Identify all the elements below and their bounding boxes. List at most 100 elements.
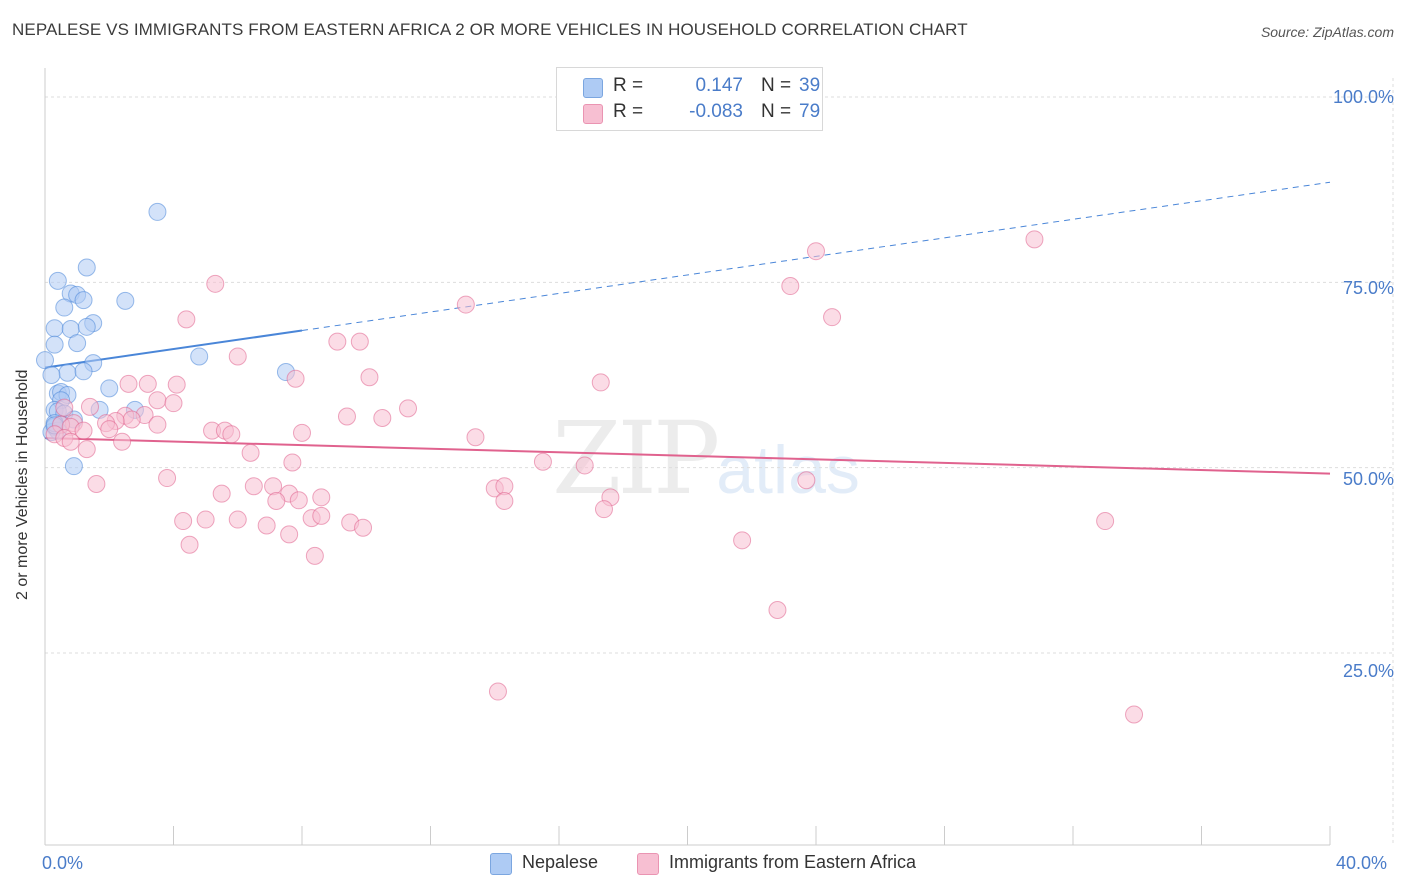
gridlines	[45, 78, 1394, 845]
point-eastern-africa	[267, 492, 286, 511]
point-eastern-africa	[733, 531, 752, 550]
legend-label-eastern-africa: Immigrants from Eastern Africa	[669, 852, 917, 872]
point-nepalese	[77, 258, 96, 277]
point-eastern-africa	[781, 277, 800, 296]
axes	[44, 68, 1331, 846]
point-eastern-africa	[206, 274, 225, 293]
point-eastern-africa	[74, 421, 93, 440]
point-eastern-africa	[305, 546, 324, 565]
point-eastern-africa	[138, 374, 157, 393]
y-tick-label-50: 50.0%	[1342, 469, 1394, 489]
point-eastern-africa	[196, 510, 215, 529]
point-eastern-africa	[122, 410, 141, 429]
point-nepalese	[58, 363, 77, 382]
point-eastern-africa	[180, 535, 199, 554]
watermark-atlas: atlas	[716, 432, 860, 508]
point-eastern-africa	[1025, 230, 1044, 249]
point-eastern-africa	[212, 484, 231, 503]
n-value: 79	[799, 101, 821, 122]
point-eastern-africa	[575, 456, 594, 475]
point-eastern-africa	[174, 512, 193, 531]
legend-swatch-nepalese	[490, 853, 512, 875]
chart-title: NEPALESE VS IMMIGRANTS FROM EASTERN AFRI…	[12, 20, 968, 39]
source-label: Source: ZipAtlas.com	[1260, 24, 1394, 40]
point-eastern-africa	[77, 440, 96, 459]
n-label: N =	[761, 101, 792, 122]
point-eastern-africa	[312, 506, 331, 525]
y-axis-label: 2 or more Vehicles in Household	[14, 369, 31, 600]
point-eastern-africa	[289, 491, 308, 510]
point-eastern-africa	[113, 432, 132, 451]
point-eastern-africa	[167, 375, 186, 394]
point-eastern-africa	[55, 398, 74, 417]
y-tick-label-100: 100.0%	[1332, 87, 1394, 107]
point-eastern-africa	[807, 242, 825, 261]
point-nepalese	[55, 298, 74, 317]
point-nepalese	[74, 291, 93, 310]
point-eastern-africa	[257, 516, 276, 535]
point-eastern-africa	[158, 469, 177, 488]
point-eastern-africa	[533, 452, 552, 471]
point-nepalese	[48, 271, 67, 290]
point-eastern-africa	[797, 471, 816, 490]
point-eastern-africa	[222, 425, 241, 444]
point-nepalese	[68, 334, 87, 353]
legend-swatch-eastern-africa	[583, 104, 603, 124]
point-eastern-africa	[164, 394, 183, 413]
point-nepalese	[64, 457, 83, 476]
point-nepalese	[45, 319, 64, 338]
point-nepalese	[36, 351, 54, 370]
point-eastern-africa	[177, 310, 196, 329]
point-eastern-africa	[264, 477, 283, 496]
point-eastern-africa	[337, 407, 356, 426]
y-tick-label-25: 25.0%	[1342, 661, 1394, 681]
point-eastern-africa	[241, 443, 260, 462]
point-eastern-africa	[1096, 512, 1115, 531]
point-eastern-africa	[228, 347, 247, 366]
point-eastern-africa	[488, 682, 507, 701]
r-value: 0.147	[695, 75, 743, 96]
point-eastern-africa	[228, 510, 247, 529]
point-eastern-africa	[100, 420, 119, 439]
r-value: -0.083	[689, 101, 743, 122]
point-nepalese	[148, 202, 167, 221]
n-value: 39	[799, 75, 821, 96]
legend-swatch-nepalese	[583, 78, 603, 98]
r-label: R =	[613, 101, 644, 122]
point-nepalese	[190, 347, 209, 366]
point-eastern-africa	[456, 295, 475, 314]
legend-label-nepalese: Nepalese	[522, 852, 599, 872]
n-label: N =	[761, 75, 792, 96]
point-eastern-africa	[61, 432, 80, 451]
correlation-legend: R = 0.147 N = 39 R = -0.083 N = 79	[556, 67, 823, 131]
r-label: R =	[613, 75, 644, 96]
point-eastern-africa	[1125, 705, 1144, 724]
legend-swatch-eastern-africa	[637, 853, 659, 875]
point-eastern-africa	[373, 408, 392, 427]
point-eastern-africa	[286, 369, 305, 388]
point-eastern-africa	[350, 332, 369, 351]
point-eastern-africa	[399, 399, 418, 418]
point-eastern-africa	[823, 308, 842, 327]
point-eastern-africa	[360, 368, 379, 387]
point-nepalese	[116, 291, 135, 310]
point-eastern-africa	[293, 423, 311, 442]
point-eastern-africa	[87, 474, 106, 493]
point-eastern-africa	[244, 477, 263, 496]
point-eastern-africa	[466, 428, 485, 447]
point-eastern-africa	[283, 453, 302, 472]
point-eastern-africa	[328, 332, 347, 351]
point-eastern-africa	[591, 373, 610, 392]
data-points	[36, 202, 1144, 724]
point-eastern-africa	[594, 500, 613, 519]
point-nepalese	[74, 362, 93, 381]
x-tick-label-max: 40.0%	[1336, 853, 1388, 873]
point-eastern-africa	[80, 397, 99, 416]
point-eastern-africa	[768, 601, 787, 620]
point-eastern-africa	[148, 391, 167, 410]
point-eastern-africa	[148, 415, 167, 434]
point-nepalese	[42, 366, 61, 384]
point-nepalese	[45, 335, 64, 354]
point-eastern-africa	[312, 488, 331, 507]
